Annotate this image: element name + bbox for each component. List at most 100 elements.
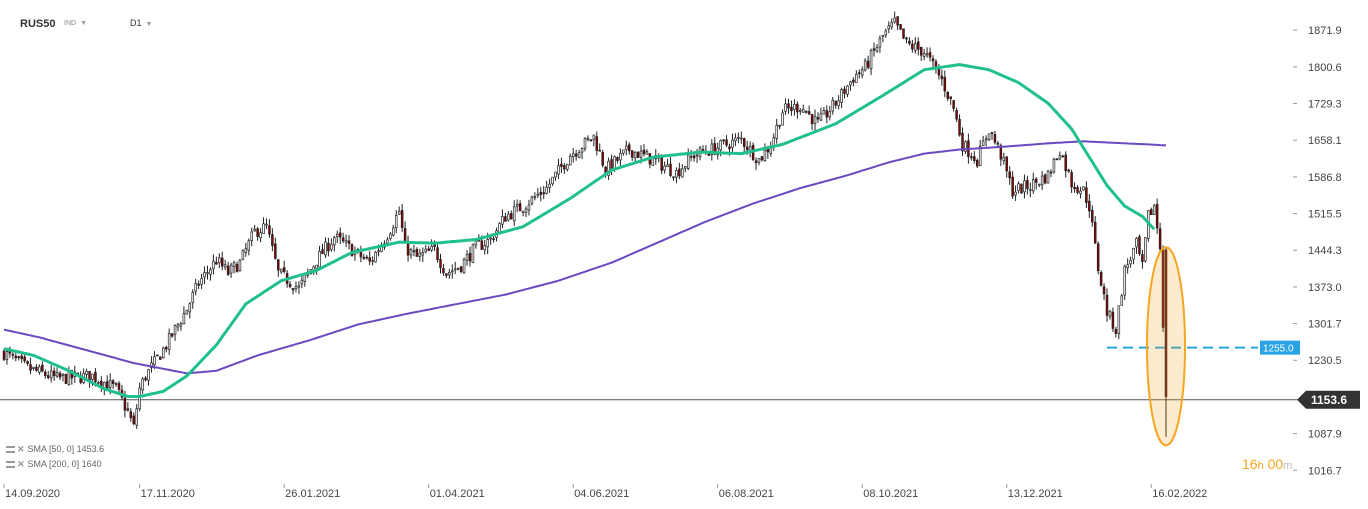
candle-body — [911, 43, 914, 50]
candle-body — [896, 16, 899, 26]
candle-body — [271, 234, 274, 246]
candle-body — [244, 248, 248, 253]
candle-body — [902, 28, 905, 39]
candle-body — [412, 250, 416, 253]
candle-body — [200, 278, 203, 285]
candle-body — [760, 156, 764, 161]
legend-sma200[interactable]: ✕ SMA [200, 0] 1640 — [6, 459, 102, 470]
candle-body — [362, 256, 366, 259]
symbol-label[interactable]: RUS50 — [20, 18, 56, 30]
candle-body — [288, 284, 292, 287]
candle-body — [669, 163, 672, 176]
candle-body — [268, 225, 271, 235]
candle-body — [220, 257, 224, 267]
candle-body — [589, 139, 593, 142]
candle-body — [504, 216, 507, 222]
candle-body — [745, 146, 749, 151]
candle-body — [265, 223, 268, 226]
candle-body — [1105, 294, 1109, 316]
candle-body — [1141, 254, 1144, 262]
candle-body — [577, 152, 581, 159]
candle-body — [804, 110, 808, 113]
y-tick-label: 1301.7 — [1308, 319, 1342, 331]
candle-body — [442, 267, 445, 274]
chevron-down-icon[interactable]: ▼ — [80, 20, 87, 27]
candle-body — [1117, 305, 1121, 335]
candle-body — [831, 99, 835, 112]
sma50-series — [3, 63, 1156, 398]
candle-body — [229, 264, 233, 274]
price-tags: 1153.6 — [1297, 390, 1360, 409]
candle-body — [1076, 187, 1079, 193]
candle-body — [1093, 221, 1097, 244]
candle-body — [713, 143, 717, 155]
candle-body — [512, 206, 516, 222]
bar-countdown: 16h 00m — [1242, 456, 1292, 472]
level-annotation[interactable]: 1255.0 — [1107, 340, 1300, 355]
y-tick-label: 1016.7 — [1308, 465, 1342, 477]
candle-body — [878, 37, 882, 48]
candle-body — [123, 397, 127, 411]
candle-body — [185, 309, 189, 315]
candle-body — [197, 283, 200, 286]
price-tag-label: 1153.6 — [1311, 393, 1347, 407]
candle-body — [1052, 159, 1056, 173]
y-tick-label: 1230.5 — [1308, 355, 1342, 367]
candle-body — [374, 251, 377, 263]
candle-body — [875, 47, 879, 52]
candle-body — [636, 151, 640, 158]
candle-body — [253, 228, 256, 232]
candle-body — [595, 136, 599, 151]
y-tick-label: 1373.0 — [1308, 282, 1342, 294]
countdown-minutes: 00 — [1267, 456, 1284, 472]
legend-sma50[interactable]: ✕ SMA [50, 0] 1453.6 — [6, 444, 104, 455]
timeframe-selector[interactable]: D1 ▼ — [130, 18, 152, 28]
level-tag — [1260, 340, 1300, 355]
candle-body — [1049, 171, 1053, 174]
x-tick-label: 26.01.2021 — [285, 488, 340, 500]
candle-body — [465, 254, 469, 261]
close-icon[interactable]: ✕ — [17, 444, 25, 454]
level-tag-label: 1255.0 — [1263, 344, 1294, 355]
candle-body — [489, 237, 492, 240]
candle-body — [1026, 179, 1029, 189]
candle-body — [710, 143, 714, 155]
candle-body — [14, 355, 18, 359]
settings-icon[interactable] — [6, 461, 15, 469]
y-tick-label: 1871.9 — [1308, 25, 1342, 37]
chevron-down-icon[interactable]: ▼ — [145, 21, 153, 28]
candle-body — [394, 215, 398, 228]
candle-body — [167, 332, 171, 350]
candle-body — [97, 381, 100, 384]
candle-body — [1123, 265, 1126, 296]
candle-body — [1111, 311, 1115, 329]
candle-body — [1040, 175, 1044, 186]
candle-body — [105, 381, 109, 390]
candle-body — [108, 380, 112, 388]
candle-body — [471, 244, 475, 264]
candle-body — [129, 411, 133, 419]
candle-body — [695, 154, 699, 157]
candle-body — [545, 186, 548, 194]
timeframe-label: D1 — [130, 18, 142, 28]
candle-body — [563, 165, 566, 170]
market-type[interactable]: IND ▼ — [64, 20, 87, 27]
candle-body — [793, 103, 796, 110]
candle-body — [807, 111, 811, 115]
settings-icon[interactable] — [6, 446, 15, 454]
candle-body — [371, 260, 374, 262]
candle-body — [905, 37, 908, 40]
candle-body — [775, 124, 778, 139]
sma200-series — [3, 140, 1167, 375]
highlight-annotation[interactable] — [1146, 246, 1186, 447]
close-icon[interactable]: ✕ — [17, 459, 25, 469]
candle-body — [321, 249, 324, 255]
candle-body — [318, 250, 321, 268]
candle-body — [642, 149, 646, 155]
candle-body — [501, 216, 504, 225]
candle-body — [996, 142, 1000, 145]
x-tick-label: 01.04.2021 — [430, 488, 485, 500]
candle-body — [41, 364, 44, 372]
candle-body — [663, 165, 666, 171]
